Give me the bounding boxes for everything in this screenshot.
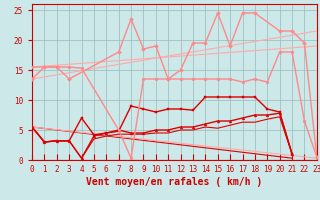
X-axis label: Vent moyen/en rafales ( km/h ): Vent moyen/en rafales ( km/h ) <box>86 177 262 187</box>
